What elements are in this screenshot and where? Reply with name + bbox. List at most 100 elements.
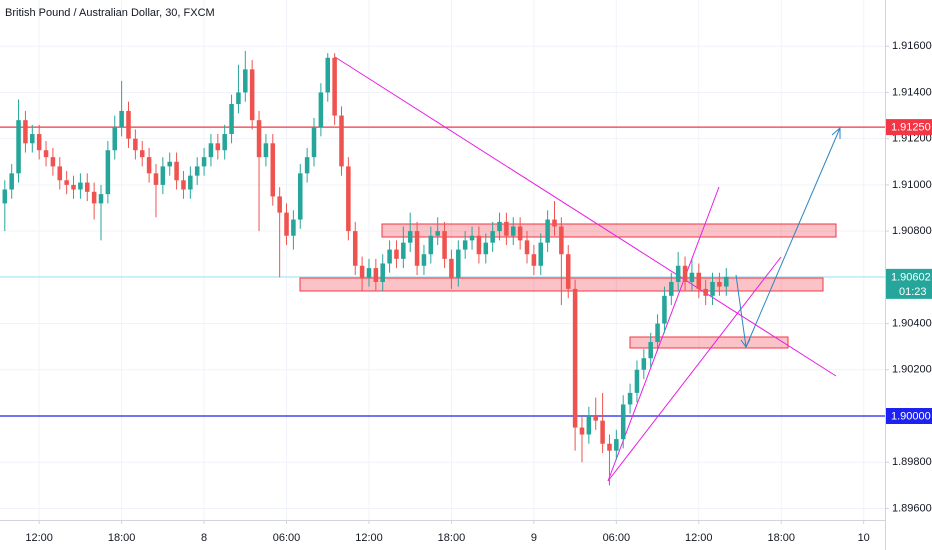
candle-body	[366, 268, 372, 278]
candle-body	[64, 180, 69, 185]
candle-body	[627, 392, 633, 405]
candle-body	[346, 166, 351, 232]
x-tick-label: 10	[858, 532, 870, 544]
y-tick-label: 1.89800	[892, 456, 932, 468]
candle-body	[586, 416, 592, 435]
candle-body	[675, 265, 681, 282]
candle-body	[43, 150, 49, 158]
candle-body	[641, 358, 647, 370]
axes: 1.89600 1.89800 1.90000 1.90200 1.90400 1.906…	[25, 40, 932, 544]
x-tick-label: 18:00	[108, 532, 136, 544]
candle-body	[243, 69, 248, 93]
candle-body	[9, 173, 14, 190]
candle-body	[298, 173, 303, 220]
candle-body	[236, 92, 241, 104]
candle-body	[483, 242, 489, 255]
candles	[2, 50, 729, 486]
x-tick-label: 18:00	[438, 532, 466, 544]
x-tick-label: 12:00	[25, 532, 53, 544]
candle-body	[620, 404, 626, 440]
candle-body	[703, 288, 708, 296]
candle-body	[112, 127, 118, 151]
candle-body	[284, 212, 289, 236]
level-label: 1.90000	[891, 410, 931, 422]
candle-body	[614, 439, 619, 451]
candle-body	[531, 254, 537, 266]
candle-body	[222, 134, 227, 151]
x-tick-label: 06:00	[273, 532, 301, 544]
candle-body	[23, 120, 28, 144]
candle-body	[36, 134, 42, 151]
arrow	[745, 127, 841, 348]
candle-body	[30, 134, 35, 144]
candle-body	[717, 281, 722, 287]
y-tick-label: 1.90200	[892, 364, 932, 376]
candle-body	[559, 226, 564, 255]
last-price-box	[886, 268, 932, 299]
candle-body	[476, 235, 482, 255]
candle-body	[442, 231, 447, 259]
candle-body	[655, 323, 660, 343]
level-label-box	[886, 408, 932, 424]
candle-body	[139, 150, 145, 158]
y-tick-label: 1.89600	[892, 502, 932, 514]
candle-body	[311, 127, 317, 158]
candle-body	[373, 268, 379, 282]
x-tick-label: 8	[201, 532, 207, 544]
x-tick-label: 12:00	[355, 532, 383, 544]
candle-body	[517, 226, 523, 241]
candle-body	[462, 240, 468, 250]
candle-body	[689, 272, 695, 282]
candle-body	[318, 92, 324, 128]
candle-body	[401, 242, 406, 259]
candle-body	[552, 219, 557, 227]
candle-body	[167, 161, 172, 167]
candle-body	[50, 157, 56, 167]
candle-body	[572, 288, 578, 428]
candle-body	[428, 235, 434, 255]
candle-body	[194, 166, 200, 176]
candle-body	[696, 272, 702, 289]
candle-body	[98, 194, 104, 204]
candle-body	[593, 416, 598, 421]
candle-body	[380, 263, 385, 282]
level-label: 1.91250	[891, 122, 931, 134]
candle-body	[524, 240, 530, 255]
candle-body	[71, 184, 76, 190]
candle-body	[57, 166, 63, 181]
candle-body	[2, 189, 8, 204]
arrow	[735, 274, 747, 348]
zone	[629, 336, 789, 349]
candle-body	[84, 182, 90, 192]
last-price-label: 1.90602	[891, 271, 931, 283]
candle-body	[229, 104, 234, 135]
candle-body	[394, 249, 399, 259]
candle-body	[669, 281, 674, 296]
candle-body	[421, 254, 427, 266]
trend-line	[607, 256, 782, 482]
candle-body	[277, 196, 282, 213]
y-tick-label: 1.90800	[892, 225, 932, 237]
candle-body	[504, 221, 509, 236]
candle-body	[263, 143, 269, 158]
y-tick-label: 1.91000	[892, 179, 932, 191]
candle-body	[105, 150, 111, 195]
countdown-label: 01:23	[899, 286, 927, 298]
candle-body	[579, 427, 585, 435]
y-tick-label: 1.91200	[892, 133, 932, 145]
candle-body	[270, 143, 276, 197]
candle-body	[407, 231, 413, 243]
candle-body	[607, 443, 612, 451]
candle-body	[469, 235, 475, 241]
candle-body	[91, 191, 97, 204]
candle-body	[249, 69, 255, 121]
candle-body	[160, 166, 166, 185]
candle-body	[215, 143, 221, 151]
x-tick-label: 06:00	[603, 532, 631, 544]
candle-body	[490, 231, 495, 243]
trend-line	[334, 56, 837, 377]
candle-body	[387, 249, 392, 264]
candle-body	[188, 175, 193, 190]
